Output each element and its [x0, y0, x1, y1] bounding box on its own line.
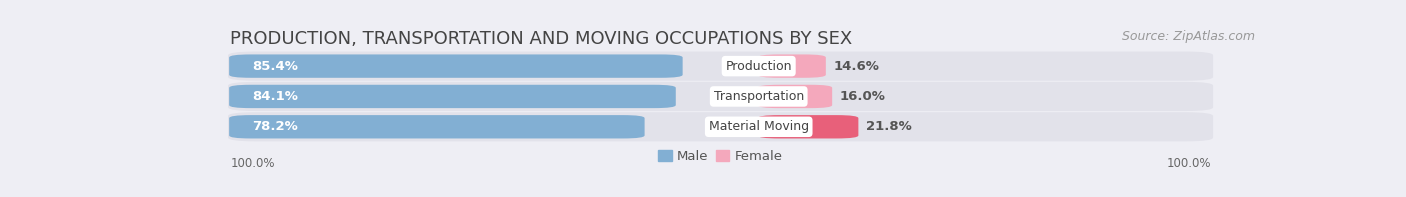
Text: 21.8%: 21.8% [866, 120, 911, 133]
Text: Transportation: Transportation [714, 90, 804, 103]
FancyBboxPatch shape [229, 115, 644, 138]
FancyBboxPatch shape [758, 85, 832, 108]
FancyBboxPatch shape [228, 112, 1213, 141]
FancyBboxPatch shape [229, 85, 676, 108]
FancyBboxPatch shape [758, 115, 859, 138]
Text: 100.0%: 100.0% [231, 157, 274, 170]
FancyBboxPatch shape [228, 52, 1213, 81]
Legend: Male, Female: Male, Female [654, 145, 787, 169]
FancyBboxPatch shape [228, 82, 1213, 111]
Text: Production: Production [725, 60, 792, 73]
Text: 78.2%: 78.2% [252, 120, 298, 133]
Text: 84.1%: 84.1% [252, 90, 298, 103]
Text: 14.6%: 14.6% [834, 60, 879, 73]
Text: 16.0%: 16.0% [839, 90, 886, 103]
FancyBboxPatch shape [758, 54, 825, 78]
Text: 100.0%: 100.0% [1167, 157, 1211, 170]
Text: Source: ZipAtlas.com: Source: ZipAtlas.com [1122, 30, 1254, 43]
FancyBboxPatch shape [229, 54, 683, 78]
Text: Material Moving: Material Moving [709, 120, 808, 133]
Text: PRODUCTION, TRANSPORTATION AND MOVING OCCUPATIONS BY SEX: PRODUCTION, TRANSPORTATION AND MOVING OC… [231, 30, 852, 48]
Text: 85.4%: 85.4% [252, 60, 298, 73]
